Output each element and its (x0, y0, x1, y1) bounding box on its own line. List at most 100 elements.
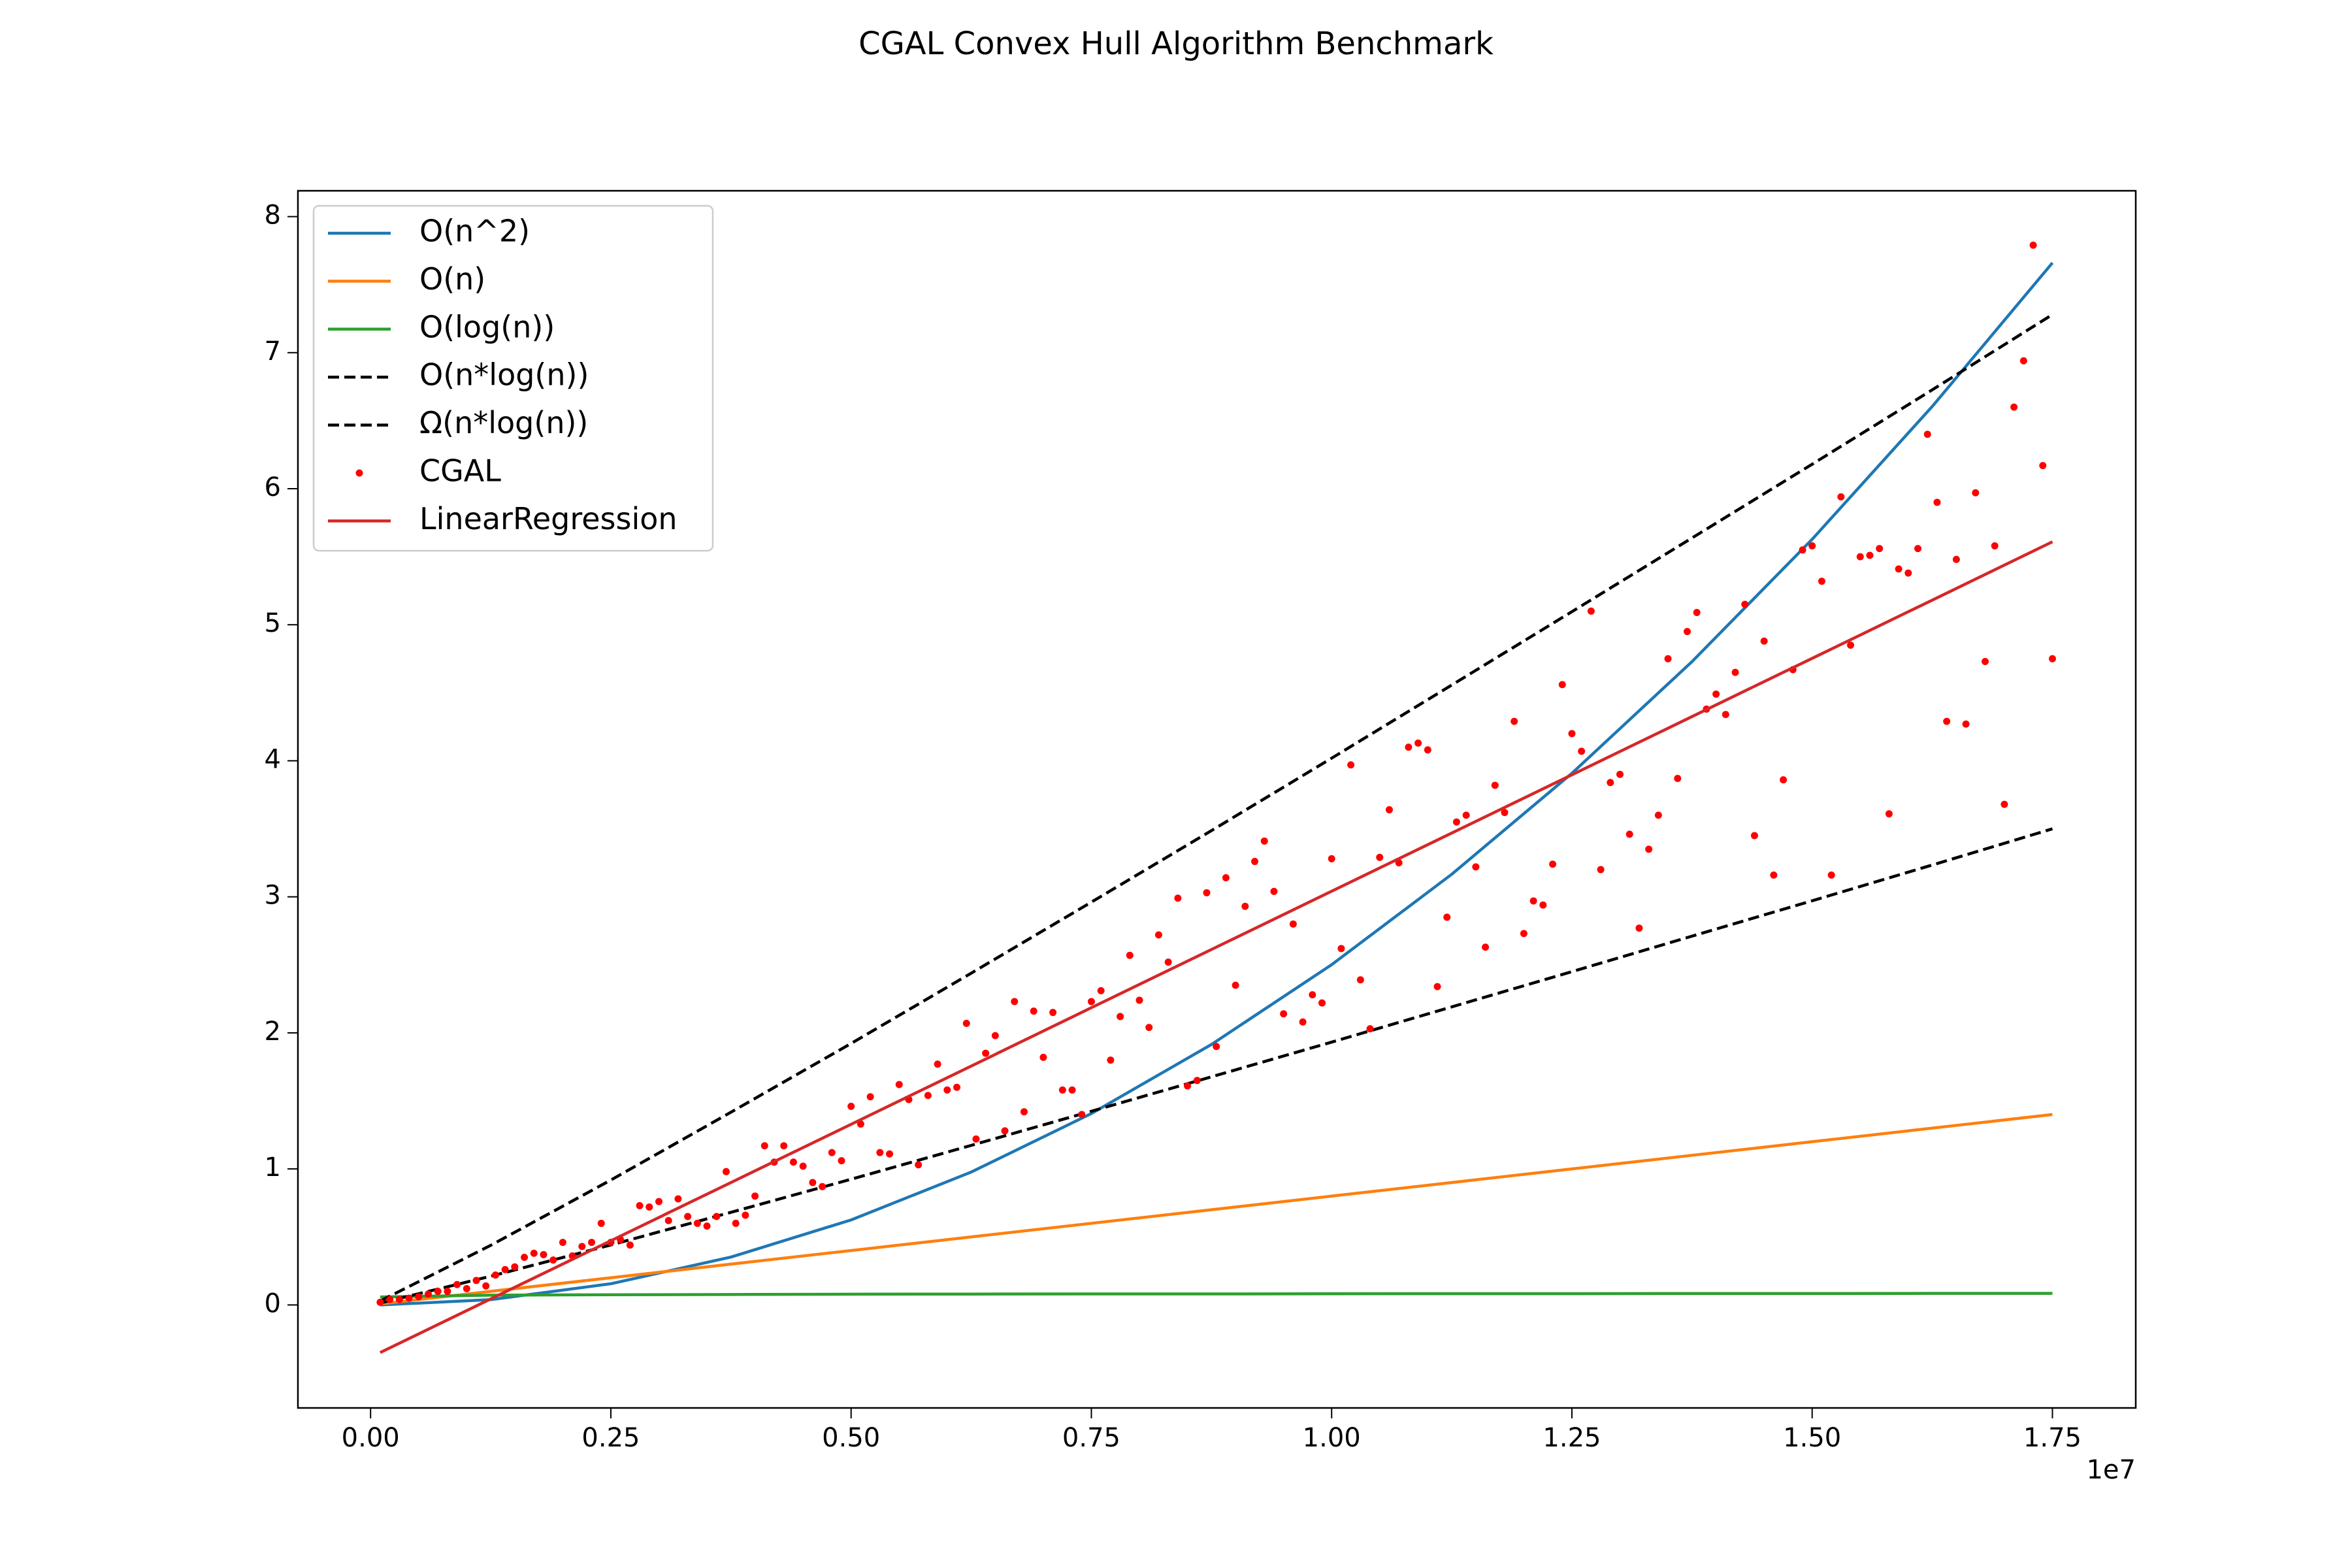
data-point (1366, 1025, 1374, 1033)
data-point (847, 1102, 855, 1110)
axes-frame (297, 189, 2137, 1409)
data-point (1309, 991, 1316, 999)
data-point (703, 1222, 711, 1230)
data-point (789, 1158, 797, 1166)
data-point (1289, 920, 1297, 928)
legend-label: CGAL (419, 453, 501, 489)
legend-label: O(n^2) (419, 214, 530, 249)
legend-label: O(n*log(n)) (419, 357, 589, 393)
data-point (578, 1243, 586, 1250)
data-point (1962, 720, 1970, 728)
data-point (636, 1201, 644, 1209)
data-point (1145, 1024, 1153, 1032)
data-point (1433, 983, 1441, 990)
data-point (1260, 837, 1268, 845)
data-point (501, 1266, 509, 1273)
series-line (380, 261, 2054, 1307)
x-tick-label: 1.50 (1783, 1423, 1841, 1453)
data-point (1241, 902, 1249, 910)
data-point (1011, 998, 1019, 1005)
data-point (819, 1183, 826, 1190)
data-point (1568, 730, 1576, 738)
data-point (1952, 555, 1960, 563)
data-point (1491, 781, 1499, 789)
series-line (380, 827, 2053, 1305)
x-tick-label: 0.75 (1062, 1423, 1120, 1453)
data-point (1770, 871, 1778, 879)
data-point (626, 1241, 634, 1249)
data-point (1203, 889, 1211, 896)
data-point (1193, 1077, 1201, 1085)
data-point (1058, 1086, 1066, 1094)
data-point (1837, 493, 1845, 501)
data-point (1991, 542, 1999, 549)
data-point (1222, 874, 1230, 882)
data-point (1385, 806, 1393, 813)
x-tick-label: 0.50 (822, 1423, 880, 1453)
data-point (1068, 1086, 1076, 1094)
data-point (809, 1179, 817, 1186)
data-point (2039, 462, 2047, 470)
data-point (1117, 1013, 1124, 1021)
data-point (1087, 998, 1095, 1005)
data-point (1482, 943, 1490, 951)
data-point (799, 1162, 807, 1170)
data-point (472, 1277, 480, 1284)
data-point (1539, 901, 1547, 909)
data-point (1827, 871, 1835, 879)
data-point (1625, 830, 1633, 838)
data-point (511, 1263, 519, 1271)
data-point (482, 1282, 490, 1290)
data-point (1251, 858, 1259, 866)
data-point (1452, 818, 1460, 826)
data-point (1356, 976, 1364, 984)
data-point (1443, 913, 1451, 921)
data-point (405, 1294, 413, 1302)
data-point (713, 1213, 721, 1220)
data-point (1337, 945, 1345, 953)
series-line (379, 313, 2053, 1303)
data-point (857, 1120, 864, 1128)
data-point (453, 1281, 461, 1288)
x-tick-label: 1.25 (1543, 1423, 1601, 1453)
data-point (751, 1192, 759, 1200)
data-point (982, 1049, 990, 1057)
data-point (991, 1032, 999, 1039)
data-point (693, 1219, 701, 1227)
plot-area (376, 241, 2056, 1354)
data-point (1914, 545, 1922, 553)
data-point (1472, 863, 1480, 871)
data-point (915, 1161, 923, 1169)
data-point (838, 1157, 845, 1165)
data-point (1213, 1043, 1220, 1051)
data-point (1808, 542, 1816, 549)
data-point (1943, 717, 1951, 725)
data-point (597, 1219, 605, 1227)
data-point (1154, 931, 1162, 939)
data-point (1578, 747, 1586, 755)
data-point (1020, 1108, 1028, 1116)
data-point (1184, 1082, 1192, 1090)
data-point (1347, 761, 1355, 769)
data-point (866, 1093, 874, 1101)
data-point (1904, 569, 1912, 577)
data-point (1030, 1007, 1037, 1015)
data-point (645, 1203, 653, 1211)
data-point (1645, 845, 1653, 853)
data-point (1731, 668, 1739, 676)
data-point (664, 1217, 672, 1224)
legend-marker (355, 469, 363, 477)
x-offset-label: 1e7 (2086, 1455, 2136, 1485)
data-point (540, 1250, 547, 1258)
y-tick-label: 3 (265, 881, 281, 911)
legend-label: O(n) (419, 261, 485, 297)
data-point (953, 1083, 961, 1091)
data-point (674, 1195, 682, 1203)
data-point (1799, 546, 1806, 554)
data-point (559, 1239, 566, 1247)
data-point (1501, 809, 1509, 817)
legend-label: Ω(n*log(n)) (419, 405, 588, 440)
data-point (1558, 681, 1566, 689)
data-point (1885, 810, 1893, 818)
